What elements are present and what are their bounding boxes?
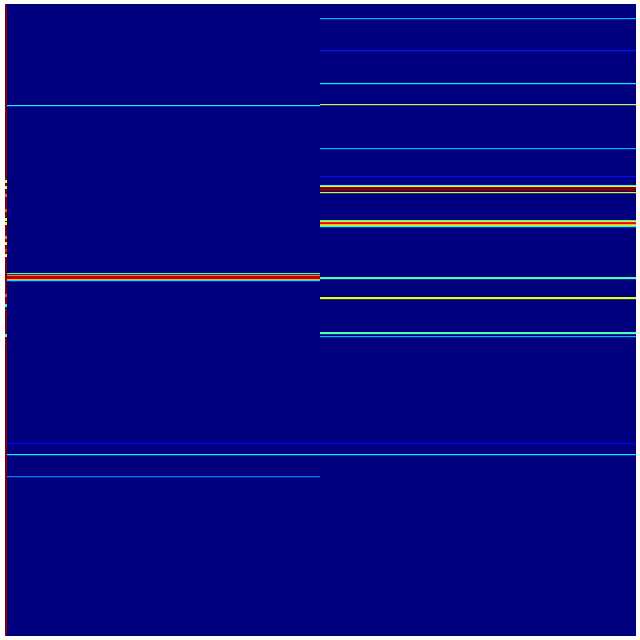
panel-2-band xyxy=(320,443,636,445)
panel-2-band xyxy=(320,278,636,280)
heatmap-background xyxy=(5,4,636,636)
edge-speckle xyxy=(5,294,7,297)
edge-speckle xyxy=(5,218,7,221)
edge-speckle xyxy=(5,236,7,239)
edge-speckle xyxy=(5,209,7,212)
panel-1-band xyxy=(7,277,320,279)
edge-speckle xyxy=(5,304,7,307)
panel-2-band xyxy=(320,224,636,226)
panel-2-band xyxy=(320,189,636,191)
panel-2-band xyxy=(320,225,636,227)
panel-2-band xyxy=(320,186,636,188)
panel-1-band xyxy=(7,278,320,280)
panel-2-band xyxy=(320,277,636,279)
panel-2-band xyxy=(320,50,636,52)
panel-2-band xyxy=(320,185,636,187)
panel-2-band xyxy=(320,454,636,456)
panel-2-band xyxy=(320,188,636,190)
panel-2-band xyxy=(320,148,636,150)
panel-2-band xyxy=(320,187,636,189)
panel-2-band xyxy=(320,190,636,192)
edge-speckle xyxy=(5,222,7,225)
panel-1-band xyxy=(7,476,320,478)
edge-speckle xyxy=(5,186,7,189)
panel-2-band xyxy=(320,223,636,225)
panel-2-band xyxy=(320,220,636,222)
edge-speckle xyxy=(5,180,7,183)
edge-speckle xyxy=(5,249,7,252)
panel-1-band xyxy=(7,276,320,278)
edge-column xyxy=(5,4,7,636)
panel-1-band xyxy=(7,105,320,107)
panel-2-band xyxy=(320,18,636,20)
panel-2-band xyxy=(320,332,636,334)
panel-1-band xyxy=(7,275,320,277)
panel-2-band xyxy=(320,192,636,194)
panel-2-band xyxy=(320,221,636,223)
panel-1-band xyxy=(7,279,320,281)
panel-1-band xyxy=(7,443,320,445)
panel-2-band xyxy=(320,104,636,106)
edge-speckle xyxy=(5,334,7,337)
panel-2-band xyxy=(320,226,636,228)
panel-2-band xyxy=(320,176,636,178)
panel-2-band xyxy=(320,83,636,85)
panel-2-band xyxy=(320,336,636,338)
edge-speckle xyxy=(5,194,7,197)
panel-2-band xyxy=(320,297,636,299)
edge-speckle xyxy=(5,242,7,245)
panel-2-band xyxy=(320,222,636,224)
edge-speckle xyxy=(5,254,7,257)
panel-2-band xyxy=(320,298,636,300)
panel-1-band xyxy=(7,280,320,282)
panel-1-band xyxy=(7,273,320,275)
panel-1-band xyxy=(7,454,320,456)
panel-2-band xyxy=(320,333,636,335)
